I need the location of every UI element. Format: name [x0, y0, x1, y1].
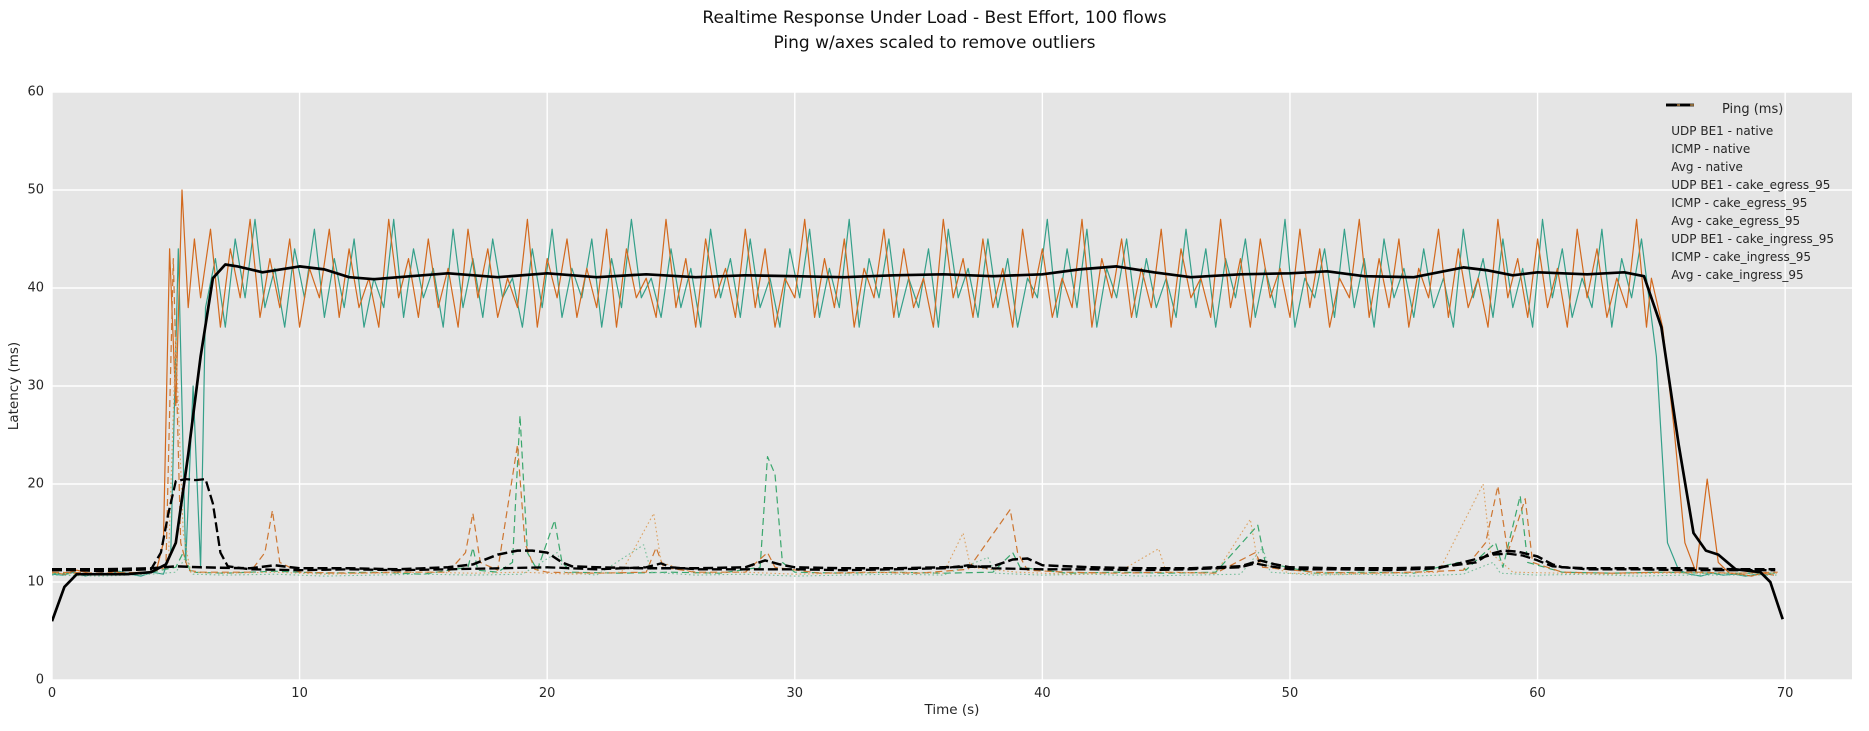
x-tick-label: 60 — [1529, 686, 1546, 701]
legend-item-icmp-cake-egress-95: ICMP - cake_egress_95 — [1666, 104, 1834, 212]
series-line-avg-cake-ingress-95 — [52, 477, 1776, 573]
x-tick-label: 50 — [1281, 686, 1299, 701]
legend-item-label: UDP BE1 - native — [1671, 124, 1774, 138]
y-tick-label: 0 — [35, 672, 44, 688]
legend-item-icmp-cake-ingress-95: ICMP - cake_ingress_95 — [1666, 104, 1834, 266]
plot-area: Ping (ms) UDP BE1 - native ICMP - native A… — [52, 92, 1852, 680]
legend-item-udp-be1-cake-egress-95: UDP BE1 - cake_egress_95 — [1666, 104, 1834, 194]
plot-canvas — [52, 92, 1852, 680]
legend-item-label: ICMP - cake_egress_95 — [1671, 196, 1808, 210]
x-tick-label: 20 — [538, 686, 556, 701]
legend: Ping (ms) UDP BE1 - native ICMP - native A… — [1665, 98, 1840, 288]
x-axis-label: Time (s) — [924, 702, 980, 718]
series-line-udp-be1-cake-egress-95 — [52, 414, 1778, 575]
legend-item-avg-native: Avg - native — [1666, 103, 1834, 176]
legend-item-label: Avg - cake_egress_95 — [1671, 214, 1801, 228]
series-line-avg-cake-egress-95 — [52, 549, 1776, 571]
legend-item-udp-be1-native: UDP BE1 - native — [1666, 104, 1834, 140]
x-tick-label: 10 — [291, 686, 308, 701]
x-tick-label: 40 — [1034, 686, 1051, 701]
legend-item-label: Avg - native — [1671, 160, 1743, 174]
series-line-avg-native — [52, 263, 1784, 622]
x-tick-label: 70 — [1776, 686, 1794, 701]
legend-line-sample — [1666, 103, 1695, 107]
y-tick-label: 20 — [27, 476, 44, 492]
series-line-icmp-cake-egress-95 — [52, 258, 1778, 574]
chart-title-line2: Ping w/axes scaled to remove outliers — [773, 32, 1096, 53]
legend-title: Ping (ms) — [1721, 102, 1784, 117]
series-line-icmp-native — [52, 189, 1775, 577]
legend-item-label: ICMP - native — [1671, 142, 1751, 156]
y-tick-label: 40 — [27, 280, 44, 296]
legend-item-label: ICMP - cake_ingress_95 — [1671, 250, 1811, 264]
legend-item-icmp-native: ICMP - native — [1666, 104, 1834, 158]
y-tick-label: 60 — [27, 84, 44, 100]
legend-item-avg-cake-egress-95: Avg - cake_egress_95 — [1666, 103, 1834, 230]
legend-item-udp-be1-cake-ingress-95: UDP BE1 - cake_ingress_95 — [1666, 104, 1834, 248]
legend-item-avg-cake-ingress-95: Avg - cake_ingress_95 — [1666, 103, 1834, 284]
legend-item-label: UDP BE1 - cake_ingress_95 — [1671, 232, 1834, 246]
y-tick-label: 10 — [27, 574, 44, 590]
y-tick-label: 30 — [27, 378, 44, 394]
x-tick-label: 30 — [786, 686, 804, 701]
series-line-udp-be1-native — [52, 218, 1768, 577]
chart-title-line1: Realtime Response Under Load - Best Effo… — [702, 8, 1167, 28]
legend-item-label: UDP BE1 - cake_egress_95 — [1671, 178, 1831, 192]
legend-items: UDP BE1 - native ICMP - native Avg - nativ… — [1666, 103, 1834, 284]
series-line-icmp-cake-ingress-95 — [52, 336, 1778, 575]
y-tick-label: 50 — [27, 182, 44, 198]
legend-item-label: Avg - cake_ingress_95 — [1671, 268, 1804, 282]
x-tick-label: 0 — [47, 686, 57, 701]
chart-title: Realtime Response Under Load - Best Effo… — [0, 6, 1869, 55]
